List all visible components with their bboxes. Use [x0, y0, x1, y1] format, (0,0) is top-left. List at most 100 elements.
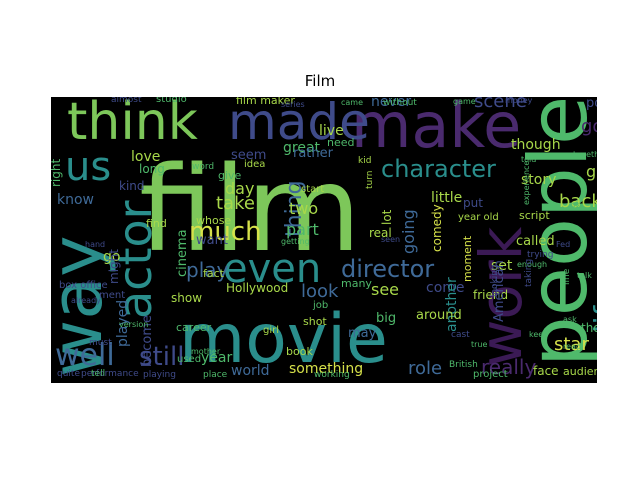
cloud-word: though: [511, 137, 561, 153]
cloud-word: around: [416, 308, 462, 323]
cloud-word: world: [231, 363, 270, 379]
cloud-word: film: [139, 140, 361, 278]
cloud-word: scene: [474, 97, 527, 112]
cloud-word: many: [341, 277, 372, 290]
cloud-word: story: [521, 172, 556, 188]
cloud-word: trying: [527, 250, 553, 260]
cloud-word: look: [301, 281, 339, 302]
cloud-word: big: [376, 311, 396, 326]
cloud-word: looking: [490, 264, 500, 297]
cloud-word: called: [516, 234, 555, 249]
cloud-word: working: [314, 370, 350, 380]
cloud-word: set: [491, 258, 513, 274]
cloud-word: cinema: [175, 229, 190, 277]
cloud-word: American: [492, 260, 507, 322]
cloud-word: true: [471, 340, 487, 349]
cloud-word: book: [286, 345, 313, 358]
cloud-word: line: [562, 268, 572, 285]
cloud-word: got: [586, 162, 597, 181]
cloud-word: may: [348, 326, 377, 341]
cloud-word: word: [192, 162, 214, 172]
cloud-word: getting: [281, 237, 310, 246]
cloud-word: lot: [380, 209, 394, 225]
cloud-word: without: [383, 98, 417, 108]
cloud-word: something: [289, 361, 363, 377]
cloud-word: must: [89, 338, 112, 348]
cloud-word: almost: [111, 97, 142, 105]
cloud-word: go: [103, 249, 120, 265]
cloud-word: already: [71, 296, 101, 305]
cloud-word: face: [533, 364, 559, 378]
cloud-word: career: [176, 321, 212, 334]
cloud-word: character: [381, 155, 496, 183]
cloud-word: friend: [473, 288, 508, 302]
cloud-word: year: [201, 350, 232, 366]
cloud-word: kid: [358, 156, 371, 166]
cloud-word: told: [521, 155, 536, 164]
cloud-word: turn: [365, 171, 375, 189]
cloud-word: place: [203, 370, 228, 380]
cloud-word: Fed: [556, 240, 570, 249]
cloud-word: director: [341, 255, 434, 283]
cloud-word: read: [563, 342, 581, 351]
cloud-word: great: [283, 140, 321, 156]
figure-title: Film: [304, 72, 336, 90]
cloud-word: work: [467, 226, 535, 367]
cloud-word: put: [463, 196, 483, 210]
cloud-word: Hollywood: [226, 281, 288, 295]
cloud-word: movie: [179, 300, 388, 379]
cloud-word: series: [281, 100, 305, 109]
cloud-word: going: [399, 209, 418, 254]
cloud-word: well: [55, 338, 115, 373]
cloud-word: cast: [451, 330, 470, 340]
cloud-word: ment: [99, 290, 125, 301]
cloud-word: really: [481, 355, 536, 379]
cloud-word: think: [67, 97, 198, 152]
cloud-word: comedy: [430, 204, 444, 252]
cloud-word: might: [107, 249, 121, 284]
cloud-word: come: [426, 280, 465, 296]
cloud-word: script: [519, 209, 550, 222]
cloud-word: life: [589, 287, 597, 333]
cloud-word: played: [115, 300, 131, 347]
cloud-word: show: [171, 291, 202, 305]
cloud-word: much: [189, 217, 262, 247]
cloud-word: film maker: [236, 97, 295, 107]
cloud-word: right: [51, 159, 63, 187]
cloud-word: part: [286, 220, 319, 239]
cloud-word: play: [186, 258, 229, 282]
cloud-word: version: [119, 320, 148, 329]
cloud-word: another: [444, 277, 460, 332]
cloud-word: seen: [381, 235, 400, 244]
cloud-word: experience: [522, 161, 531, 205]
cloud-word: star: [554, 334, 589, 355]
cloud-word: point: [586, 97, 597, 111]
cloud-word: love: [131, 149, 160, 165]
cloud-word: two: [289, 199, 318, 218]
cloud-word: used: [177, 354, 201, 365]
cloud-word: game: [453, 97, 476, 106]
cloud-word: people: [512, 97, 597, 367]
cloud-word: us: [65, 144, 111, 190]
cloud-word: long: [139, 162, 165, 176]
cloud-word: British: [449, 360, 478, 370]
cloud-word: make: [351, 97, 521, 162]
cloud-word: mother: [191, 347, 221, 356]
cloud-word: thing: [282, 180, 307, 237]
cloud-word: money: [505, 97, 533, 105]
cloud-word: tell: [91, 369, 105, 379]
cloud-word: seem: [231, 148, 266, 163]
cloud-word: find: [146, 217, 167, 230]
cloud-word: role: [408, 358, 442, 379]
cloud-word: hand: [85, 240, 105, 249]
cloud-word: real: [369, 226, 392, 240]
cloud-word: talk: [577, 271, 592, 280]
cloud-word: whose: [196, 214, 231, 227]
cloud-word: ask: [563, 315, 577, 324]
cloud-word: quite: [57, 369, 80, 379]
cloud-word: shot: [303, 315, 327, 328]
cloud-word: made: [228, 97, 370, 151]
cloud-word: little: [431, 190, 462, 206]
cloud-word: came: [341, 98, 363, 107]
